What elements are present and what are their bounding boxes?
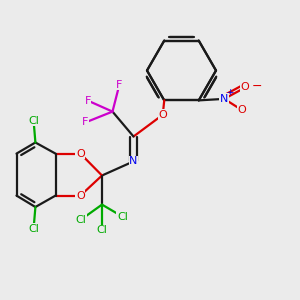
Text: Cl: Cl [97, 225, 107, 236]
Text: Cl: Cl [28, 224, 39, 234]
Text: −: − [252, 80, 262, 92]
Text: O: O [238, 105, 247, 115]
Text: O: O [76, 148, 85, 159]
Text: O: O [76, 190, 85, 201]
Text: N: N [129, 156, 138, 167]
Text: O: O [158, 110, 167, 120]
Text: Cl: Cl [117, 212, 128, 222]
Text: F: F [116, 80, 123, 90]
Text: +: + [226, 88, 233, 98]
Text: F: F [82, 117, 89, 128]
Text: Cl: Cl [28, 116, 39, 126]
Text: Cl: Cl [76, 214, 86, 225]
Text: F: F [84, 95, 91, 106]
Text: N: N [220, 94, 228, 104]
Text: O: O [241, 82, 250, 92]
